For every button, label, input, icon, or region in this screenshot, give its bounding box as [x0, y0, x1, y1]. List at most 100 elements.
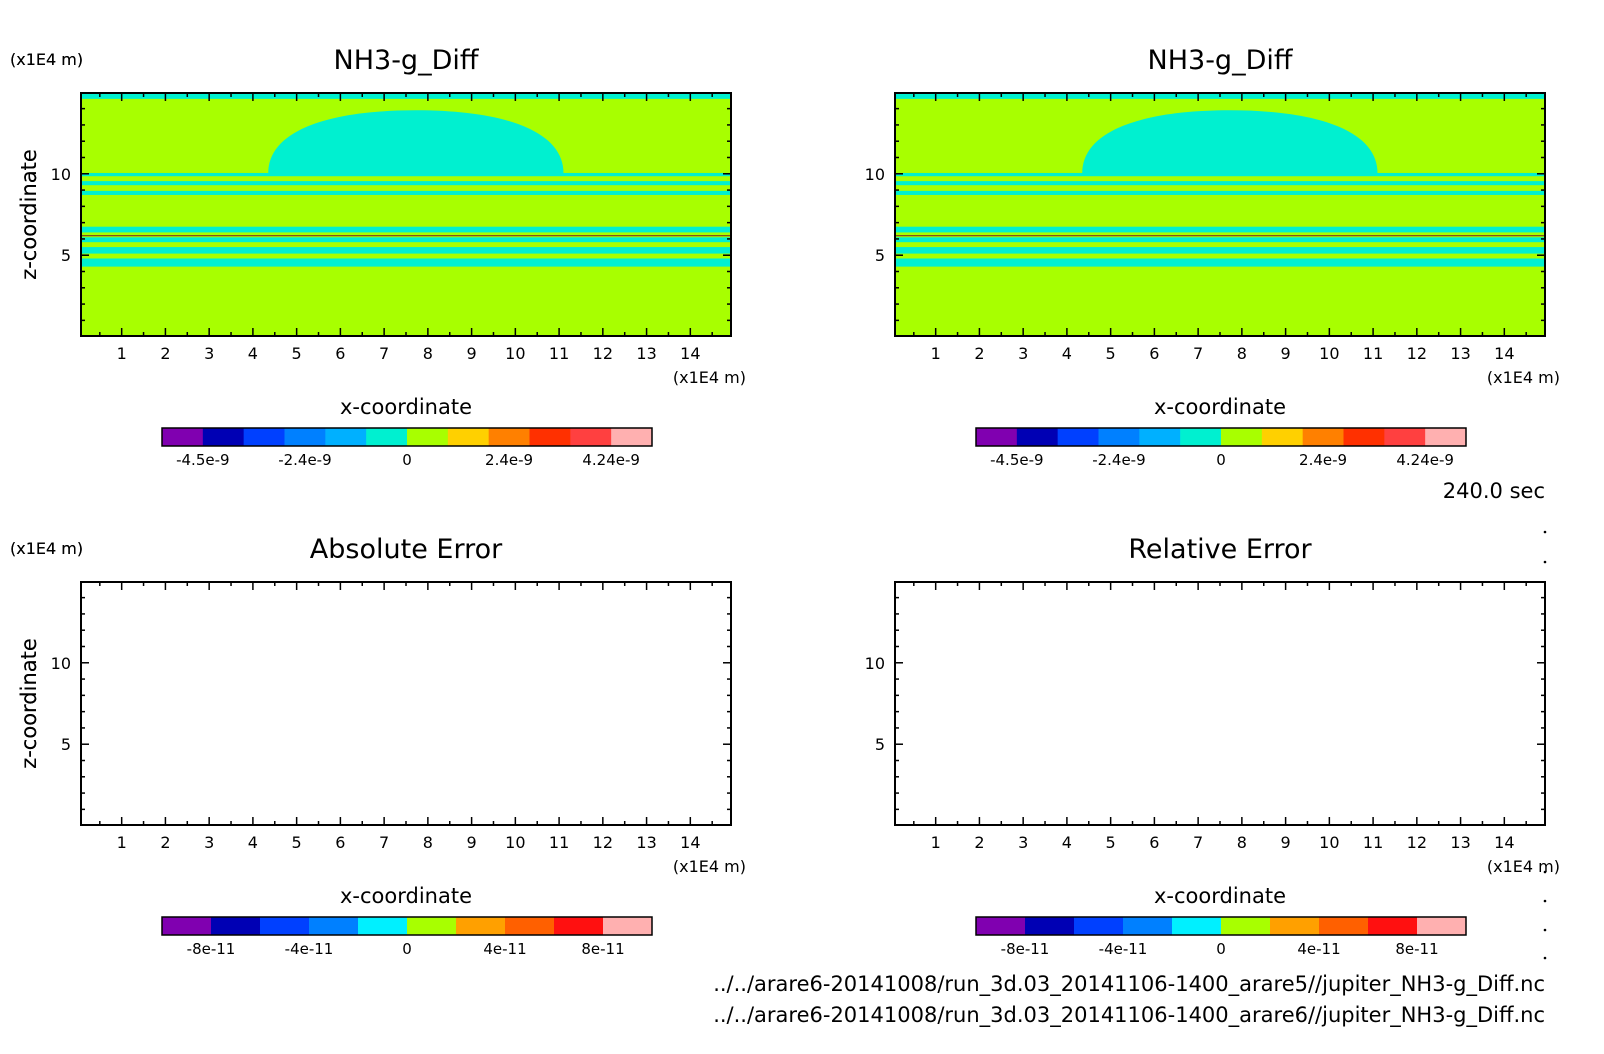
- colorbar-swatch: [1139, 428, 1181, 446]
- colorbar-swatch: [603, 917, 653, 935]
- x-tick-label: 6: [1149, 344, 1159, 363]
- x-tick-label: 8: [1237, 344, 1247, 363]
- colorbar-swatch: [529, 428, 571, 446]
- z-unit-label: (x1E4 m): [10, 50, 83, 69]
- x-tick-label: 5: [292, 833, 302, 852]
- colorbar-swatch: [611, 428, 653, 446]
- colorbar-label: 8e-11: [581, 940, 624, 958]
- heatmap-field: [81, 93, 731, 336]
- colorbar-frame: [161, 427, 653, 447]
- colorbar-label: -4e-11: [1099, 940, 1148, 958]
- colorbar: -4.5e-9 -2.4e-9 0 2.4e-9 4.24e-9: [975, 427, 1467, 469]
- x-tick-label: 5: [1106, 344, 1116, 363]
- x-tick-label: 14: [1494, 833, 1514, 852]
- x-axis-label: x-coordinate: [1154, 395, 1286, 419]
- x-unit-label: (x1E4 m): [673, 857, 746, 876]
- colorbar-swatch: [1270, 917, 1320, 935]
- x-tick-label: 8: [423, 833, 433, 852]
- y-tick-label: 10: [51, 654, 71, 673]
- colorbar-swatch: [325, 428, 367, 446]
- colorbar-swatch: [309, 917, 359, 935]
- edge-dot: [1543, 530, 1547, 534]
- x-tick-label: 8: [423, 344, 433, 363]
- colorbar-frame: [975, 427, 1467, 447]
- x-tick-label: 8: [1237, 833, 1247, 852]
- colorbar-swatch: [976, 917, 1026, 935]
- x-tick-label: 2: [974, 833, 984, 852]
- x-tick-label: 6: [335, 833, 345, 852]
- x-tick-label: 11: [549, 833, 569, 852]
- contour-region: [81, 190, 731, 195]
- x-tick-label: 13: [1450, 344, 1470, 363]
- z-unit-label: (x1E4 m): [10, 539, 83, 558]
- colorbar-frame: [975, 916, 1467, 936]
- colorbar-swatch: [1302, 428, 1344, 446]
- x-tick-label: 7: [379, 344, 389, 363]
- x-tick-label: 12: [1407, 344, 1427, 363]
- colorbar-swatch: [1057, 428, 1099, 446]
- x-tick-label: 13: [636, 833, 656, 852]
- contour-region: [81, 172, 731, 177]
- x-tick-label: 9: [1281, 833, 1291, 852]
- x-tick-label: 10: [1319, 833, 1339, 852]
- x-axis-label: x-coordinate: [1154, 884, 1286, 908]
- x-tick-label: 2: [160, 344, 170, 363]
- edge-dot: [1543, 928, 1547, 932]
- x-tick-label: 1: [931, 344, 941, 363]
- colorbar-label: -4e-11: [285, 940, 334, 958]
- colorbar-swatch: [505, 917, 555, 935]
- colorbar-swatch: [570, 428, 612, 446]
- x-tick-label: 7: [1193, 344, 1203, 363]
- colorbar-swatch: [976, 428, 1018, 446]
- colorbar: -4.5e-9 -2.4e-9 0 2.4e-9 4.24e-9: [161, 427, 653, 469]
- colorbar-swatch: [1384, 428, 1426, 446]
- colorbar-swatch: [1221, 428, 1263, 446]
- z-unit-label: (x1E4 m): [10, 50, 83, 69]
- colorbar-swatch: [1180, 428, 1222, 446]
- panel-title: NH3-g_Diff: [334, 45, 480, 76]
- contour-region: [895, 190, 1545, 195]
- colorbar: -8e-11 -4e-11 0 4e-11 8e-11: [161, 916, 653, 958]
- x-tick-label: 14: [1494, 344, 1514, 363]
- x-axis-label: x-coordinate: [340, 884, 472, 908]
- x-tick-label: 4: [1062, 344, 1072, 363]
- edge-dot: [1543, 870, 1547, 874]
- colorbar-label: 2.4e-9: [1299, 451, 1347, 469]
- x-tick-label: 4: [1062, 833, 1072, 852]
- x-tick-label: 6: [335, 344, 345, 363]
- x-tick-label: 12: [593, 833, 613, 852]
- colorbar-label: -2.4e-9: [1092, 451, 1145, 469]
- x-tick-label: 7: [379, 833, 389, 852]
- panel-title: Relative Error: [1128, 534, 1312, 565]
- x-tick-label: 10: [505, 833, 525, 852]
- contour-region: [895, 181, 1545, 186]
- colorbar-label: 0: [1216, 940, 1226, 958]
- x-axis-label: x-coordinate: [340, 395, 472, 419]
- plot-frame: [80, 581, 732, 826]
- colorbar-swatch: [162, 428, 204, 446]
- x-tick-label: 12: [1407, 833, 1427, 852]
- x-tick-label: 4: [248, 833, 258, 852]
- x-tick-label: 3: [204, 833, 214, 852]
- colorbar-label: 2.4e-9: [485, 451, 533, 469]
- heatmap-field: [895, 93, 1545, 336]
- colorbar-label: 4.24e-9: [582, 451, 640, 469]
- colorbar-label: -4.5e-9: [990, 451, 1043, 469]
- panel-4: Relative Error(x1E4 m)1 2 3 4 5 6 7 8 9 10 11 12 13 1…: [10, 534, 1560, 958]
- colorbar-swatch: [1261, 428, 1304, 446]
- x-tick-label: 6: [1149, 833, 1159, 852]
- colorbar-swatch: [211, 917, 261, 935]
- colorbar-label: 4e-11: [1297, 940, 1340, 958]
- colorbar-swatch: [284, 428, 326, 446]
- x-tick-label: 1: [117, 833, 127, 852]
- x-tick-label: 14: [680, 833, 700, 852]
- contour-region: [895, 172, 1545, 177]
- x-tick-label: 11: [549, 344, 569, 363]
- colorbar-swatch: [243, 428, 285, 446]
- contour-region: [81, 247, 731, 254]
- y-tick-label: 5: [61, 735, 71, 754]
- colorbar-swatch: [407, 917, 457, 935]
- file-path-1: ../../arare6-20141008/run_3d.03_20141106…: [713, 972, 1545, 997]
- colorbar-swatch: [1221, 917, 1271, 935]
- x-tick-label: 9: [467, 833, 477, 852]
